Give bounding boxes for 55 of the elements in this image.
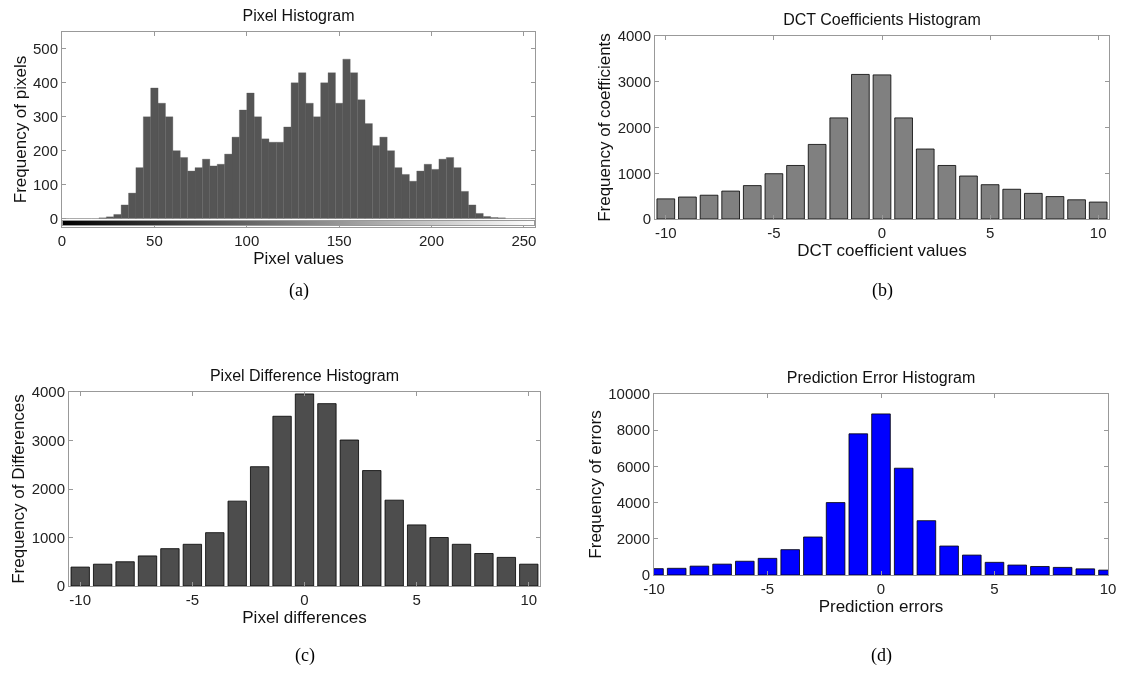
x-tick-label: -5 [767, 224, 781, 241]
chart-title: Prediction Error Histogram [786, 369, 976, 386]
x-tick-label: -10 [654, 224, 677, 241]
y-tick-label: 100 [32, 175, 58, 193]
x-tick-label: 50 [146, 232, 163, 249]
x-axis-title: DCT coefficient values [797, 241, 967, 260]
y-tick-label: 1000 [31, 528, 65, 546]
x-axis-title: Pixel values [253, 249, 344, 268]
x-tick-label: 250 [511, 232, 537, 249]
y-axis-title: Frequency of pixels [10, 55, 30, 204]
x-tick-label: 10 [1089, 224, 1107, 241]
text: (d) [871, 645, 892, 666]
x-tick-label: 150 [326, 232, 352, 249]
y-tick-label: 2000 [31, 480, 65, 498]
text: (c) [295, 645, 315, 666]
x-tick-label: 5 [990, 580, 999, 597]
y-tick-label: 4000 [616, 493, 650, 511]
x-tick-label: 100 [234, 232, 260, 249]
text: (a) [289, 280, 309, 301]
y-tick-label: 10000 [608, 385, 650, 403]
x-tick-label: 10 [520, 591, 538, 608]
y-tick-label: 2000 [617, 118, 651, 136]
x-tick-label: 10 [1099, 580, 1117, 597]
x-axis-title: Pixel differences [242, 608, 367, 627]
y-tick-label: 1000 [617, 164, 651, 182]
y-tick-label: 0 [642, 210, 651, 228]
x-tick-label: 0 [300, 591, 309, 608]
y-tick-label: 300 [32, 108, 58, 126]
x-tick-label: 0 [877, 224, 887, 241]
y-tick-label: 3000 [31, 431, 65, 449]
chart-title: Pixel Difference Histogram [209, 367, 400, 384]
y-tick-label: 200 [32, 141, 58, 159]
y-axis-title: Frequency of errors [585, 410, 605, 559]
y-tick-label: 4000 [31, 383, 65, 401]
y-tick-label: 0 [49, 209, 58, 227]
x-axis-title: Prediction errors [818, 597, 944, 616]
x-tick-label: -10 [69, 591, 92, 608]
y-tick-label: 400 [32, 74, 58, 92]
y-axis-title: Frequency of coefficients [595, 33, 615, 222]
x-tick-label: -5 [760, 580, 775, 597]
x-tick-label: 0 [876, 580, 886, 597]
y-tick-label: 4000 [617, 27, 651, 45]
y-tick-label: 3000 [617, 73, 651, 90]
x-tick-label: -5 [185, 591, 200, 608]
chart-title: DCT Coefficients Histogram [783, 11, 981, 28]
text: (b) [872, 280, 893, 301]
y-tick-label: 8000 [616, 421, 650, 439]
y-tick-label: 2000 [616, 530, 650, 548]
y-tick-label: 500 [32, 40, 58, 58]
chart-title: Pixel Histogram [242, 7, 355, 24]
y-axis-title: Frequency of Differences [9, 394, 29, 584]
x-tick-label: 5 [985, 224, 995, 241]
x-tick-label: 200 [419, 232, 445, 249]
x-tick-label: 5 [412, 591, 421, 608]
y-tick-label: 6000 [616, 457, 650, 475]
